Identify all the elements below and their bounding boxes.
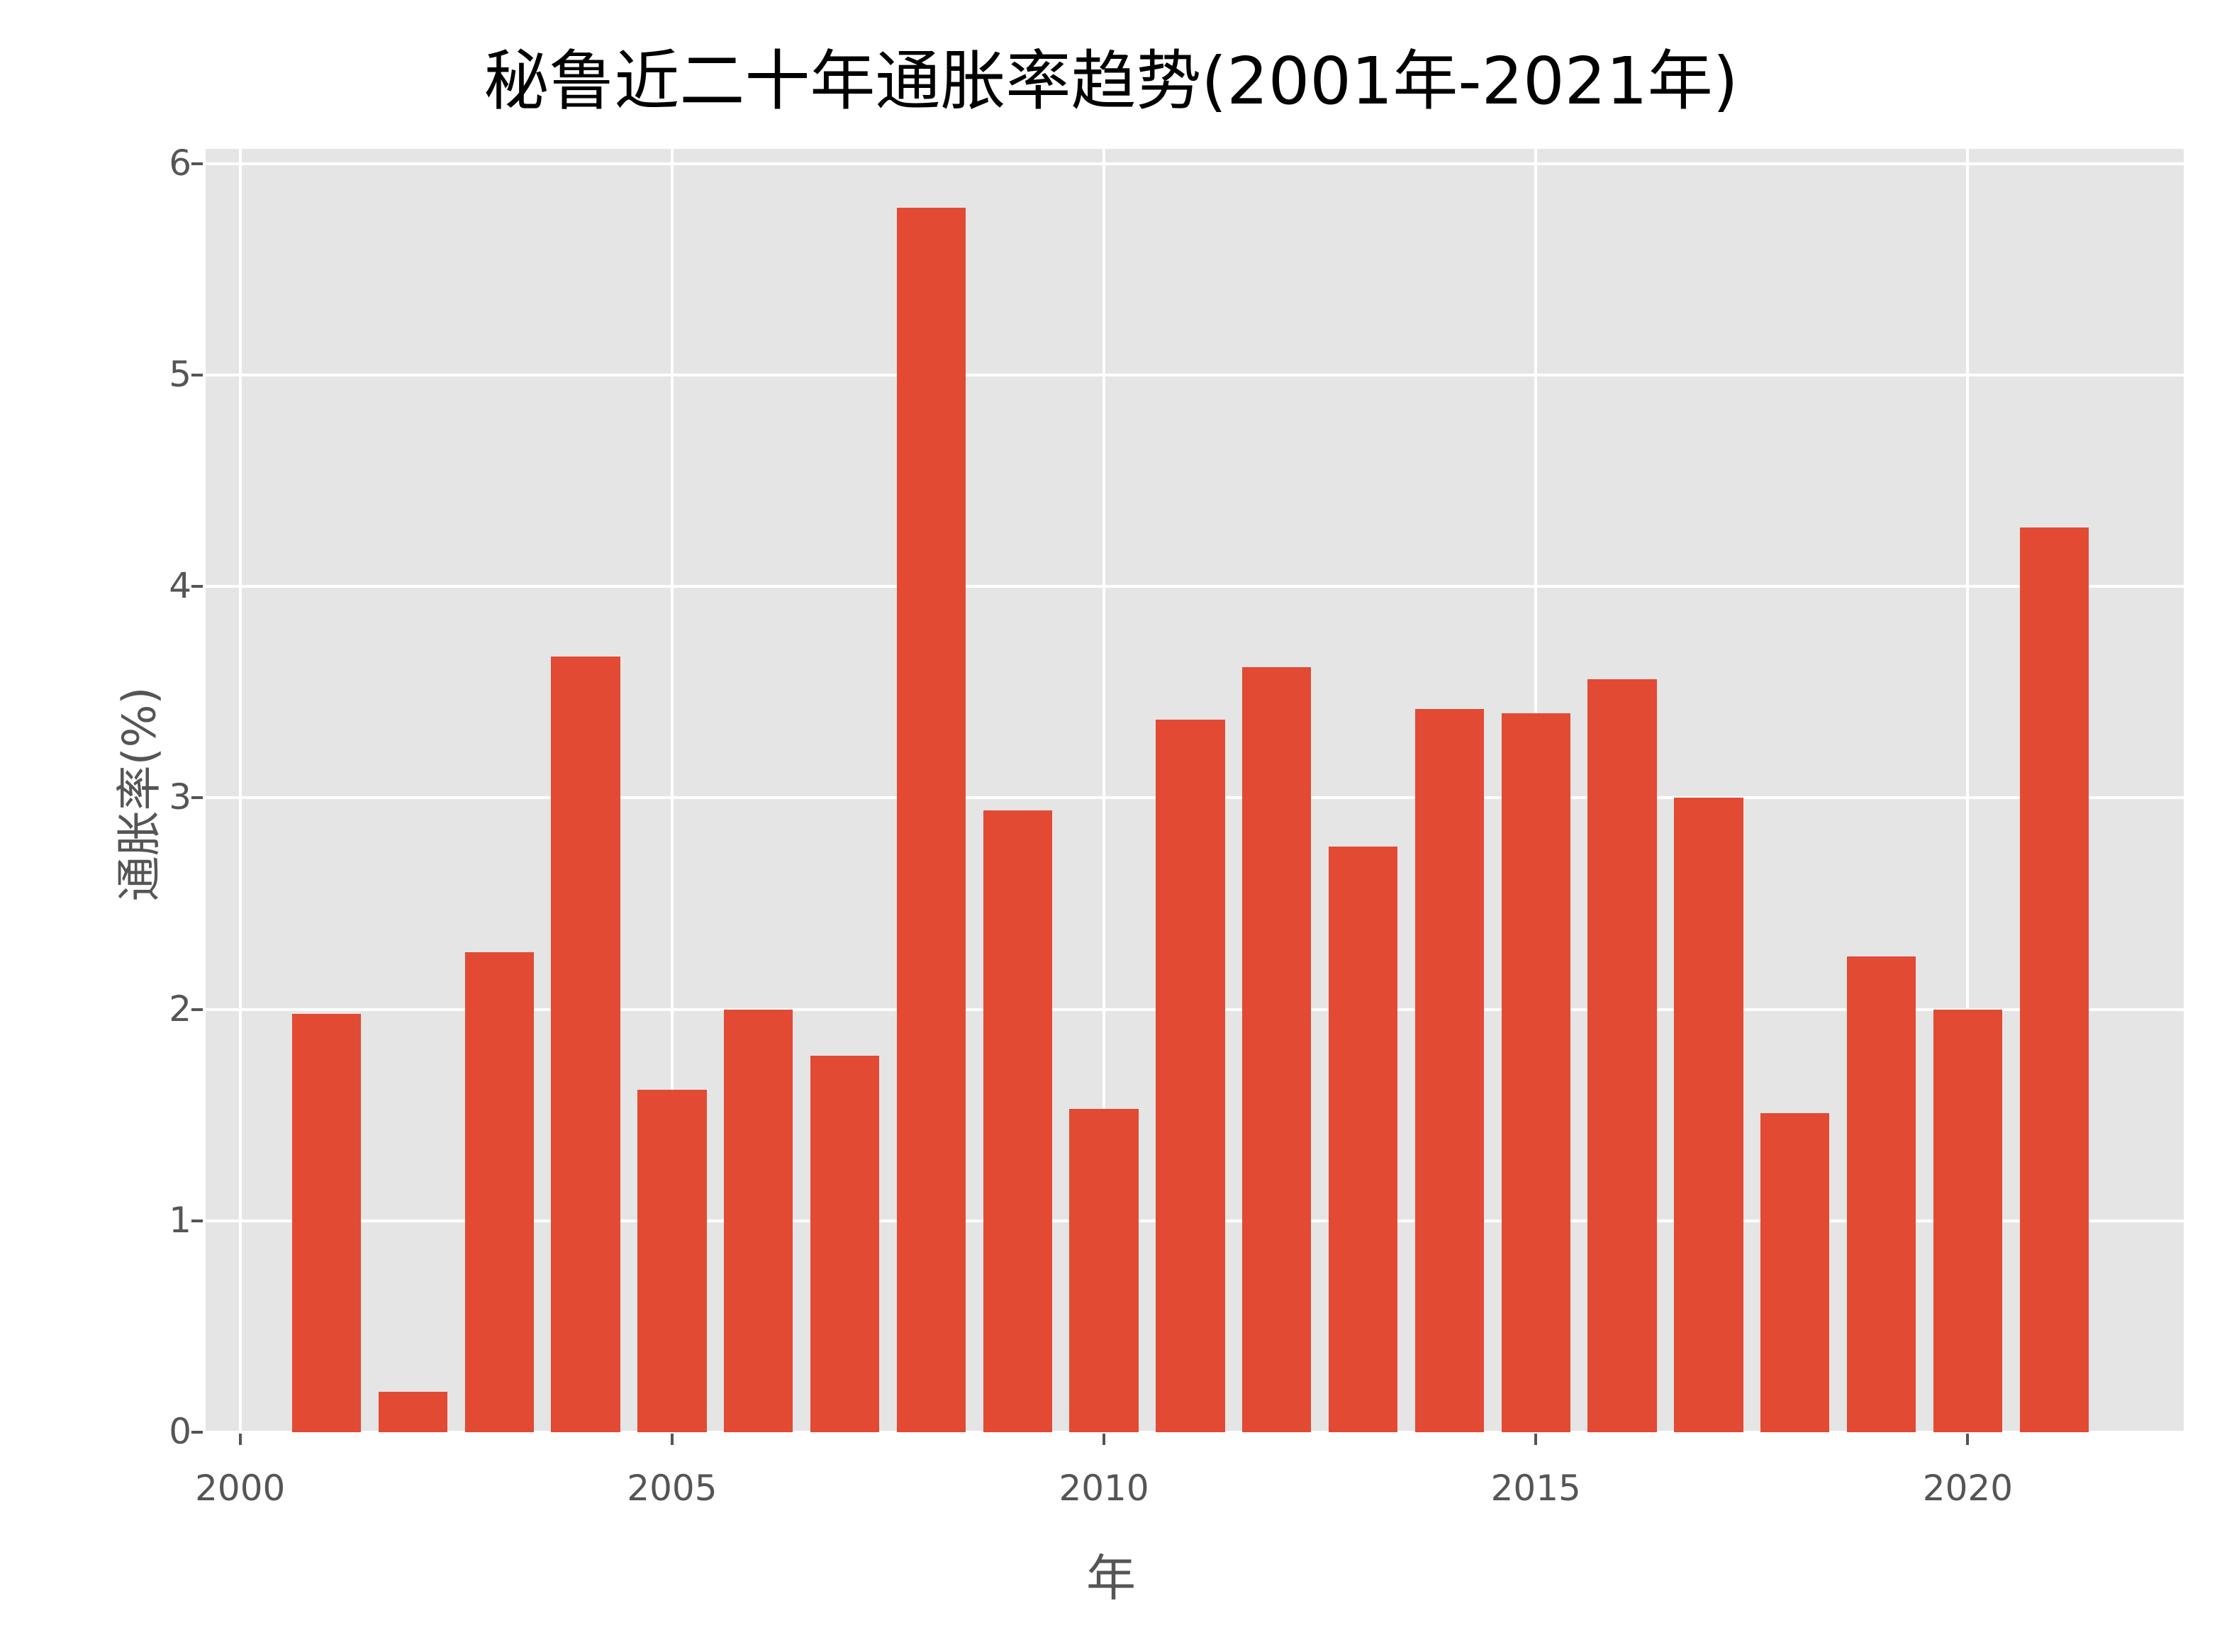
y-tick-label: 2 [169,988,191,1029]
x-tick-label: 2005 [627,1468,718,1509]
bar-2021 [2019,527,2089,1432]
bar-2003 [464,952,534,1432]
bar-2002 [378,1392,448,1432]
gridline-v [1102,149,1106,1432]
chart-title: 秘鲁近二十年通胀率趋势(2001年-2021年) [484,43,1738,119]
x-tick-mark [1966,1434,1970,1445]
x-tick-label: 2010 [1059,1468,1149,1509]
x-tick-label: 2020 [1922,1468,2014,1509]
y-tick-mark [191,1219,203,1222]
x-tick-mark [238,1434,242,1445]
y-tick-label: 6 [169,142,191,184]
y-tick-label: 5 [169,354,191,396]
y-tick-mark [191,1431,203,1434]
y-tick-mark [191,585,203,588]
gridline-h [206,585,2184,588]
plot-area [206,149,2184,1434]
bar-2014 [1414,709,1485,1432]
y-tick-mark [191,162,203,165]
y-tick-label: 1 [169,1199,191,1241]
bar-2018 [1760,1112,1830,1432]
bar-2011 [1156,720,1225,1432]
x-axis-label: 年 [1086,1549,1136,1607]
bar-2017 [1674,798,1743,1432]
x-tick-label: 2015 [1490,1468,1581,1509]
bar-2020 [1933,1009,2003,1432]
gridline-v [1966,149,1970,1432]
gridline-v [238,149,242,1432]
y-tick-label: 3 [169,776,191,818]
x-tick-label: 2000 [195,1468,286,1509]
bar-2008 [896,208,966,1432]
gridline-h [206,1431,2184,1434]
bar-2015 [1501,713,1570,1432]
gridline-v [670,149,674,1432]
gridline-h [206,162,2184,165]
bar-2006 [724,1009,793,1432]
y-tick-label: 4 [169,565,191,607]
bar-2004 [551,656,620,1432]
y-tick-mark [191,796,203,800]
bar-2013 [1328,847,1398,1432]
y-tick-mark [191,1008,203,1011]
gridline-h [206,374,2184,377]
bar-2019 [1846,956,1916,1432]
x-tick-mark [1102,1434,1106,1445]
x-tick-mark [1534,1434,1538,1445]
bar-2007 [810,1056,880,1432]
bar-2010 [1069,1108,1139,1432]
x-tick-mark [670,1434,674,1445]
bar-2016 [1587,679,1657,1432]
y-tick-mark [191,374,203,377]
bar-2012 [1242,666,1312,1432]
bar-2009 [983,810,1052,1432]
y-tick-label: 0 [169,1411,191,1452]
bar-2005 [637,1089,707,1432]
bar-2001 [291,1013,362,1432]
